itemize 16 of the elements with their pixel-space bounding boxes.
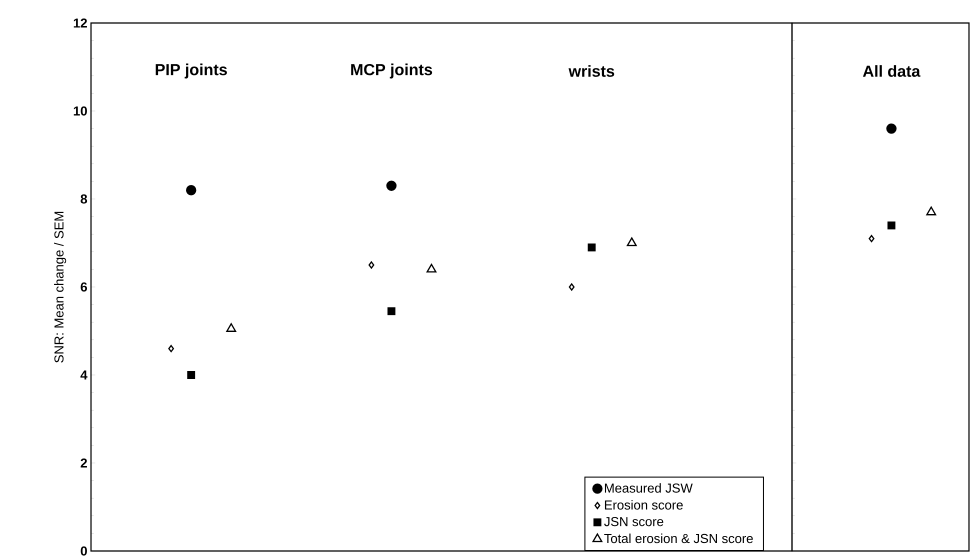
y-tick-label: 12	[74, 18, 87, 28]
legend-label: Measured JSW	[604, 483, 693, 493]
y-tick-label: 2	[80, 458, 87, 468]
y-tick-label: 4	[80, 370, 88, 380]
legend-label: Erosion score	[604, 500, 683, 510]
legend-label: JSN score	[604, 516, 664, 526]
y-tick-label: 6	[80, 282, 88, 292]
legend-label: Total erosion & JSN score	[604, 534, 753, 544]
y-tick-label: 0	[80, 546, 87, 556]
x-tick-label: All data	[862, 65, 920, 77]
x-tick-label: wrists	[568, 65, 614, 77]
y-tick-label: 8	[80, 194, 88, 204]
x-tick-label: PIP joints	[156, 64, 227, 78]
y-tick-label: 10	[74, 106, 87, 116]
y-axis-title: SNR: Mean change / SEM	[54, 212, 66, 363]
x-tick-label: MCP joints	[351, 64, 432, 78]
